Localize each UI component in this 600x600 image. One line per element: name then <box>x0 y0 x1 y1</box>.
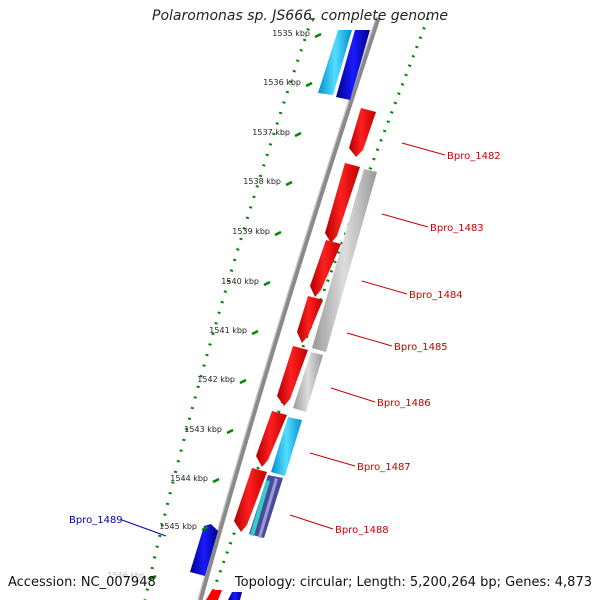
accession-text: Accession: NC_007948 <box>8 575 156 590</box>
scale-tick-label: 1535 kbp <box>272 29 310 38</box>
scale-tick-mark <box>212 477 220 484</box>
gene-label: Bpro_1483 <box>430 223 484 234</box>
scale-tick-mark <box>239 378 247 385</box>
gene-label: Bpro_1486 <box>377 398 431 409</box>
scale-tick-mark <box>226 428 234 435</box>
scale-tick-mark <box>201 525 209 532</box>
cds-striped-bpro-1488 <box>249 475 283 538</box>
feature-gray-lower <box>293 352 323 412</box>
scale-tick-label: 1542 kbp <box>197 375 235 384</box>
scale-tick-mark <box>285 180 293 187</box>
gene-label: Bpro_1485 <box>394 342 448 353</box>
gene-label-connector <box>289 514 334 530</box>
cds-bpro-1483 <box>325 163 360 243</box>
scale-tick-mark <box>294 131 302 138</box>
cds-top-cyan <box>318 30 352 95</box>
cds-bpro-1487 <box>256 411 287 467</box>
scale-tick-label: 1537 kbp <box>252 128 290 137</box>
cds-cyan-bpro-1487 <box>271 417 302 476</box>
feature-gray-upper <box>312 169 377 352</box>
cds-bpro-1485 <box>297 296 323 343</box>
gene-label-connector <box>309 452 356 467</box>
scale-ticks: 1535 kbp 1536 kbp 1537 kbp 1538 kbp 1539 kbp… <box>107 29 322 581</box>
gene-label: Bpro_1482 <box>447 151 501 162</box>
scale-tick-mark <box>274 230 282 237</box>
scale-tick-mark <box>149 574 157 581</box>
scale-tick-mark <box>251 329 259 336</box>
cds-bpro-1482 <box>349 108 376 157</box>
gene-label: Bpro_1484 <box>409 290 463 301</box>
scale-tick-mark <box>305 81 313 88</box>
map-title: Polaromonas sp. JS666, complete genome <box>152 8 448 24</box>
scale-tick-label: 1543 kbp <box>184 425 222 434</box>
scale-tick-label: 1545 kbp <box>159 522 197 531</box>
gene-label: Bpro_1488 <box>335 525 389 536</box>
gene-label-connector <box>361 280 408 295</box>
scale-tick-label: 1544 kbp <box>170 474 208 483</box>
cds-bpro-1486 <box>277 346 308 406</box>
cds-bpro-1489 <box>190 524 218 576</box>
gene-label-connector <box>381 213 429 228</box>
cds-bpro-1488 <box>234 468 267 532</box>
gene-labels: Bpro_1482 Bpro_1483 Bpro_1484 Bpro_1485 Bpro… <box>69 142 501 537</box>
gene-label-connector <box>346 332 393 347</box>
gene-label: Bpro_1487 <box>357 462 411 473</box>
scale-tick-mark <box>263 280 271 287</box>
cds-top-blue <box>336 30 370 100</box>
scale-tick-label: 1539 kbp <box>232 227 270 236</box>
scale-tick-label: 1538 kbp <box>243 177 281 186</box>
gene-label-connector <box>330 387 376 403</box>
gene-label-connector <box>401 142 446 156</box>
genome-backbone <box>197 17 381 600</box>
scale-tick-label: 1541 kbp <box>209 326 247 335</box>
scale-tick-mark <box>314 32 322 39</box>
scale-tick-label: 1546 kbp <box>107 571 145 580</box>
topology-text: Topology: circular; Length: 5,200,264 bp… <box>234 575 592 590</box>
scale-tick-label: 1540 kbp <box>221 277 259 286</box>
gene-label: Bpro_1489 <box>69 515 123 526</box>
cds-bpro-1484 <box>310 240 341 297</box>
cds-reverse-bottom <box>206 590 242 600</box>
gene-label-connector <box>121 519 167 537</box>
scale-tick-label: 1536 kbp <box>263 78 301 87</box>
